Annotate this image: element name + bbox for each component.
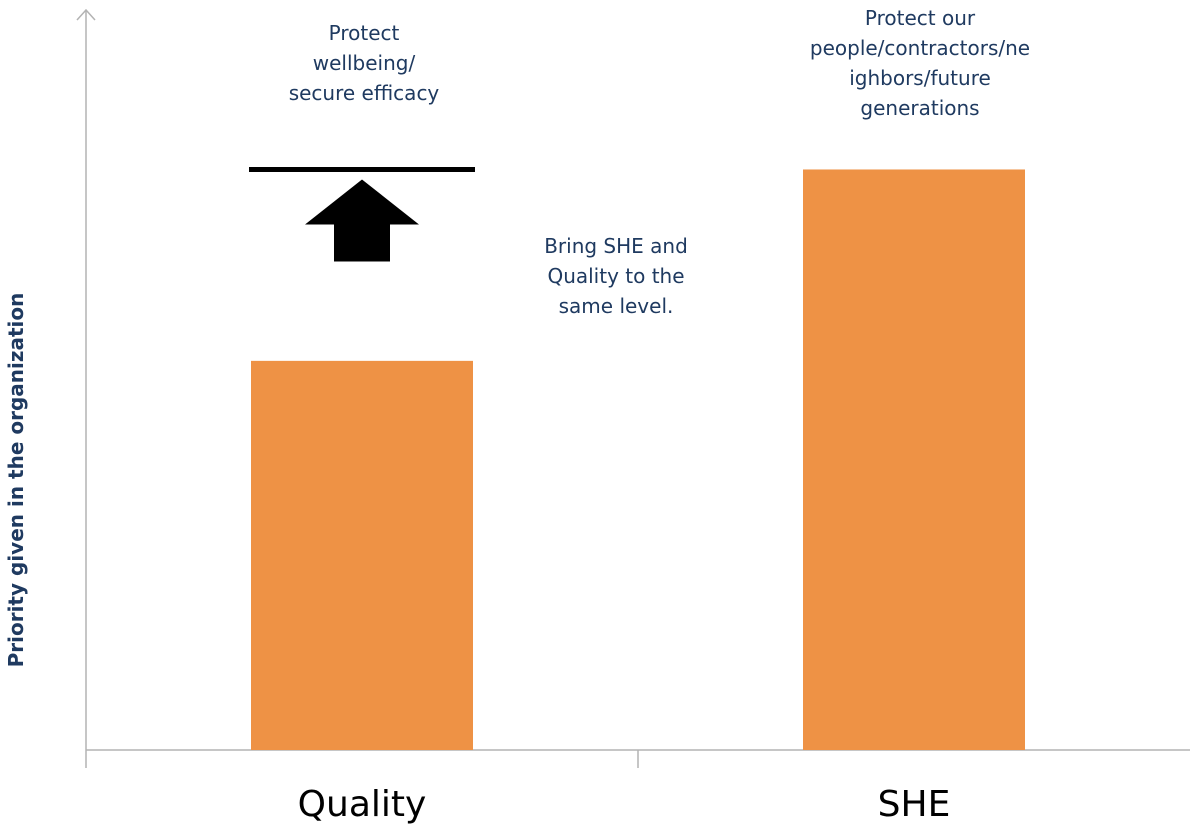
up-arrow-icon [305,179,419,262]
chart-bars [251,169,1025,750]
y-axis-label: Priority given in the organization [4,292,28,668]
annotation-line: same level. [558,294,674,318]
x-tick-label-she: SHE [877,784,951,825]
she-goal-annotation: Protect our people/contractors/ne ighbors/… [800,3,1040,123]
annotation-line: Protect [328,21,400,45]
message-annotation: Bring SHE and Quality to the same level. [506,231,726,321]
quality-goal-annotation: Protect wellbeing/secure efficacy [254,18,474,108]
bar-quality [251,360,473,750]
y-axis-arrow-icon [76,8,96,21]
annotation-line: ighbors/future [849,66,991,90]
target-marker [249,166,475,262]
annotation-line: people/contractors/ne [809,36,1031,60]
annotation-line: wellbeing/ [312,51,416,75]
annotation-line: generations [860,96,980,120]
bar-she [803,169,1025,750]
annotation-line: secure efficacy [288,81,440,105]
annotation-line: Protect our [864,6,976,30]
annotation-line: Quality to the [547,264,685,288]
x-tick-label-quality: Quality [297,784,427,825]
annotation-line: Bring SHE and [544,234,688,258]
